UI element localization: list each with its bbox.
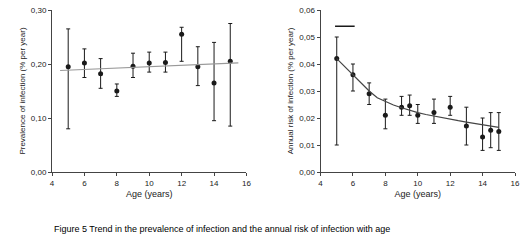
- svg-text:Annual risk of infection (% pe: Annual risk of infection (% per year): [286, 27, 295, 154]
- svg-text:0,05: 0,05: [299, 33, 315, 42]
- svg-text:6: 6: [82, 179, 87, 188]
- svg-text:14: 14: [478, 179, 487, 188]
- svg-text:16: 16: [511, 179, 520, 188]
- svg-text:6: 6: [351, 179, 356, 188]
- svg-text:10: 10: [145, 179, 154, 188]
- svg-text:Figure 5 Trend in the prevalen: Figure 5 Trend in the prevalence of infe…: [54, 224, 390, 234]
- svg-text:0,06: 0,06: [299, 6, 315, 15]
- svg-text:8: 8: [115, 179, 120, 188]
- svg-text:0,20: 0,20: [31, 60, 47, 69]
- svg-text:8: 8: [383, 179, 388, 188]
- svg-text:12: 12: [177, 179, 186, 188]
- svg-text:16: 16: [242, 179, 251, 188]
- svg-text:Prevalence of infection (% per: Prevalence of infection (% per year): [18, 27, 27, 155]
- svg-text:4: 4: [318, 179, 323, 188]
- svg-text:0,01: 0,01: [299, 141, 315, 150]
- svg-text:0,03: 0,03: [299, 87, 315, 96]
- svg-text:Age (years): Age (years): [395, 189, 442, 199]
- svg-text:12: 12: [446, 179, 455, 188]
- svg-text:0,00: 0,00: [31, 168, 47, 177]
- svg-text:Age (years): Age (years): [126, 189, 173, 199]
- svg-text:0,02: 0,02: [299, 114, 315, 123]
- svg-text:4: 4: [50, 179, 55, 188]
- svg-text:0,04: 0,04: [299, 60, 315, 69]
- svg-text:0,00: 0,00: [299, 168, 315, 177]
- svg-text:10: 10: [413, 179, 422, 188]
- svg-text:14: 14: [210, 179, 219, 188]
- svg-text:0,10: 0,10: [31, 114, 47, 123]
- svg-text:0,30: 0,30: [31, 6, 47, 15]
